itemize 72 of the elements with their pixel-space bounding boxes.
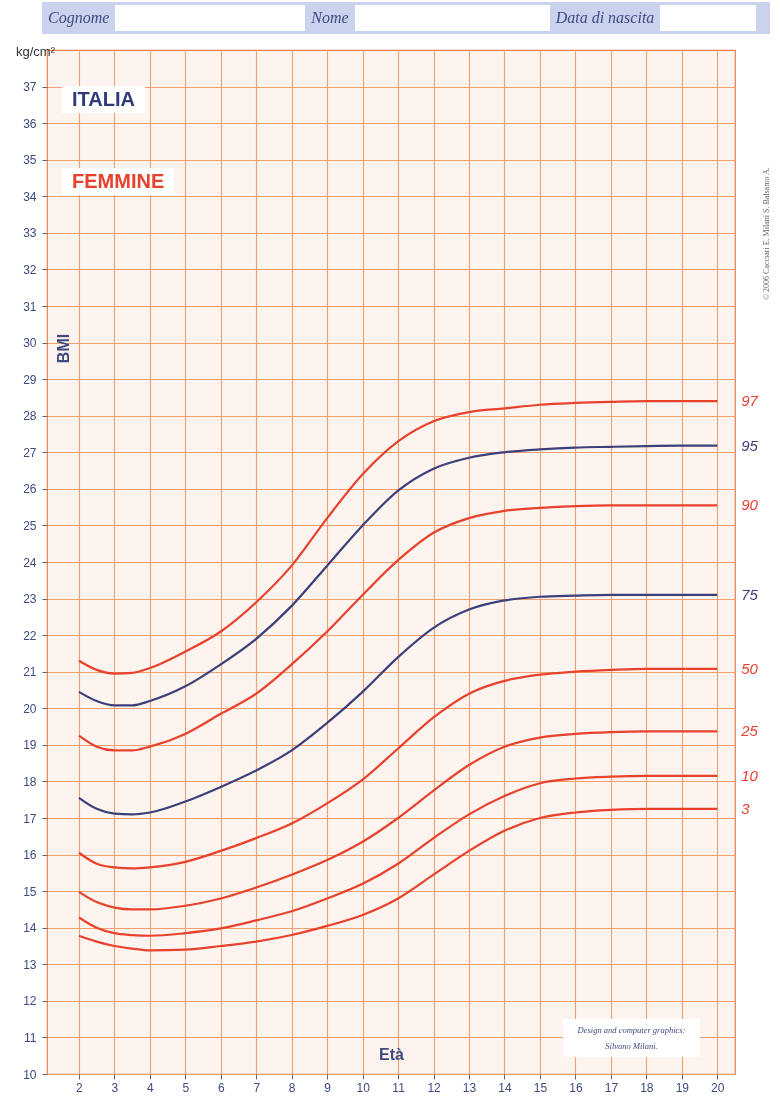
text: Data di nascita xyxy=(554,9,656,27)
series-label: 10 xyxy=(741,766,759,784)
y-tick-label: 11 xyxy=(24,1030,37,1045)
x-tick-label: 20 xyxy=(711,1080,725,1095)
x-tick-label: 3 xyxy=(111,1080,119,1095)
y-tick-label: 21 xyxy=(23,665,37,680)
x-tick-label: 12 xyxy=(427,1080,442,1095)
x-tick-label: 11 xyxy=(392,1080,406,1095)
x-tick-label: 14 xyxy=(498,1080,512,1095)
series-label: 25 xyxy=(740,722,759,740)
x-tick-label: 19 xyxy=(675,1080,690,1095)
x-tick-label: 9 xyxy=(324,1080,332,1095)
text-box: Design and computer graphics: Silvano Milani. xyxy=(563,1019,700,1057)
y-tick-label: 15 xyxy=(23,884,37,899)
y-tick-label: 22 xyxy=(23,628,37,643)
y-tick-label: 23 xyxy=(23,592,37,607)
x-tick-label: 5 xyxy=(182,1080,190,1095)
y-tick-label: 10 xyxy=(23,1067,37,1082)
series-label: 97 xyxy=(741,392,759,410)
text: © 2006 Cacciari E. Milani S. Balsamo A. xyxy=(762,167,771,300)
y-tick-label: 32 xyxy=(23,262,37,277)
line-series xyxy=(77,504,719,752)
x-tick-label: 17 xyxy=(604,1080,619,1095)
y-tick-label: 25 xyxy=(23,518,37,533)
y-tick-label: 37 xyxy=(23,80,37,95)
x-tick-label: 15 xyxy=(533,1080,548,1095)
x-tick-label: 6 xyxy=(217,1080,225,1095)
y-tick-label: 36 xyxy=(23,116,37,131)
y-tick-label: 33 xyxy=(23,226,37,241)
y-tick-label: 14 xyxy=(23,921,37,936)
y-tick-label: 12 xyxy=(23,994,37,1009)
x-tick-label: 16 xyxy=(569,1080,583,1095)
y-axis-title: BMI xyxy=(54,333,72,364)
line-series xyxy=(77,399,719,675)
text: FEMMINE xyxy=(62,168,175,195)
x-tick-label: 13 xyxy=(462,1080,477,1095)
y-tick-label: 27 xyxy=(23,445,37,460)
series-label: 75 xyxy=(741,585,759,603)
line-series xyxy=(77,774,719,937)
y-tick-label: 13 xyxy=(23,957,37,972)
line-series xyxy=(77,444,719,707)
line-series xyxy=(77,667,719,870)
y-tick-label: 26 xyxy=(23,482,37,497)
line-series xyxy=(77,807,719,952)
x-tick-label: 8 xyxy=(288,1080,296,1095)
x-tick-label: 18 xyxy=(640,1080,654,1095)
y-tick-label: 35 xyxy=(23,153,37,168)
y-tick-label: 20 xyxy=(23,701,37,716)
x-tick-label: 7 xyxy=(253,1080,261,1095)
series-label: 90 xyxy=(741,496,759,514)
y-tick-label: 18 xyxy=(23,774,37,789)
annotation: kg/cm² xyxy=(16,44,55,59)
y-tick-label: 31 xyxy=(23,299,37,314)
y-tick-label: 19 xyxy=(23,738,37,753)
y-tick-label: 17 xyxy=(23,811,37,826)
line-series xyxy=(77,593,719,816)
text: ITALIA xyxy=(62,86,145,113)
y-tick-label: 28 xyxy=(23,409,37,424)
y-tick-label: 24 xyxy=(23,555,37,570)
line-series xyxy=(77,730,719,911)
x-tick-label: 10 xyxy=(356,1080,371,1095)
y-tick-label: 30 xyxy=(23,336,37,351)
series-label: 3 xyxy=(741,799,751,817)
y-tick-label: 29 xyxy=(23,372,37,387)
x-tick-label: 2 xyxy=(76,1080,84,1095)
text: Nome xyxy=(310,9,350,27)
series-label: 50 xyxy=(741,659,759,677)
series-label: 95 xyxy=(741,436,759,454)
text: Cognome xyxy=(47,9,111,27)
x-tick-label: 4 xyxy=(147,1080,154,1095)
y-tick-label: 34 xyxy=(23,189,37,204)
y-tick-label: 16 xyxy=(23,848,37,863)
